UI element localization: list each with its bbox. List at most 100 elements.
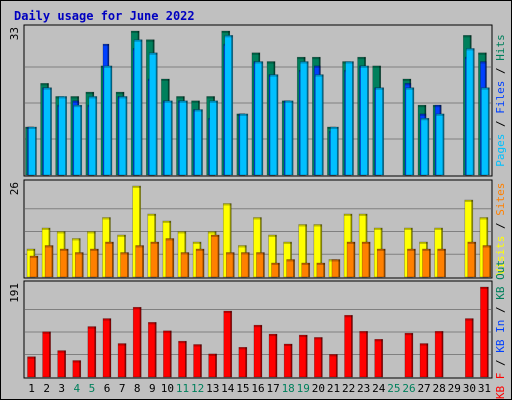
bar-sites-day-26 <box>407 248 416 278</box>
bar-sites-day-18 <box>286 259 295 278</box>
bar-sites-day-16 <box>256 252 265 278</box>
x-tick-label-day-18: 18 <box>282 382 295 395</box>
bar-kb-f-day-21 <box>329 354 338 378</box>
bar-kb-f-day-9 <box>147 322 157 378</box>
bar-pages-day-2 <box>43 87 52 176</box>
bar-sites-day-17 <box>271 262 280 278</box>
bar-pages-day-5 <box>88 96 98 176</box>
bar-sites-day-22 <box>346 241 356 278</box>
bar-pages-day-3 <box>58 96 67 176</box>
panel-middle: 26 Visits / Sites <box>8 179 507 279</box>
bar-pages-day-10 <box>164 100 173 176</box>
side-label-part: / <box>494 353 507 373</box>
bar-kb-f-day-15 <box>238 347 248 378</box>
x-tick-label-day-10: 10 <box>161 382 174 395</box>
side-label-part: Files <box>494 81 507 114</box>
bar-sites-day-21 <box>331 259 341 278</box>
x-tick-label-day-6: 6 <box>104 382 111 395</box>
side-label-part: KB In <box>494 320 507 353</box>
panel-middle-bars <box>26 185 492 278</box>
panel-top-bars <box>25 30 490 176</box>
x-tick-label-day-28: 28 <box>433 382 446 395</box>
bar-kb-f-day-5 <box>87 326 97 378</box>
bar-sites-day-3 <box>59 248 69 278</box>
bar-pages-day-30 <box>466 48 475 176</box>
x-tick-label-day-21: 21 <box>327 382 340 395</box>
bar-kb-f-day-8 <box>132 306 142 378</box>
panel-top-ymax-label: 33 <box>8 27 21 40</box>
side-label-part: Sites <box>494 183 507 216</box>
x-tick-label-day-24: 24 <box>372 382 386 395</box>
bar-kb-f-day-19 <box>298 334 308 378</box>
bar-sites-day-15 <box>241 252 250 278</box>
bar-kb-f-day-20 <box>314 337 323 378</box>
bar-sites-day-13 <box>210 234 220 278</box>
bar-pages-day-11 <box>179 100 188 176</box>
side-label-part: Pages <box>494 134 507 167</box>
x-tick-label-day-3: 3 <box>58 382 65 395</box>
x-tick-label-day-13: 13 <box>206 382 219 395</box>
bar-kb-f-day-11 <box>178 340 187 378</box>
x-tick-label-day-8: 8 <box>134 382 141 395</box>
bar-pages-day-4 <box>73 104 83 176</box>
bar-sites-day-8 <box>135 245 144 278</box>
side-label-part: / <box>494 216 507 236</box>
bar-kb-f-day-27 <box>419 343 429 378</box>
bar-pages-day-27 <box>420 117 430 176</box>
x-tick-label-day-9: 9 <box>149 382 156 395</box>
bar-pages-day-15 <box>239 113 249 176</box>
bar-sites-day-20 <box>316 262 326 278</box>
side-label-part: / <box>494 114 507 134</box>
panel-middle-side-label: Visits / Sites <box>494 183 507 276</box>
bar-pages-day-26 <box>405 87 415 176</box>
x-tick-label-day-5: 5 <box>89 382 96 395</box>
side-label-part: Visits <box>494 236 507 276</box>
bar-sites-day-23 <box>361 241 371 278</box>
bar-kb-f-day-1 <box>27 356 36 378</box>
bar-sites-day-11 <box>180 252 190 278</box>
panel-bottom-ymax-label: 191 <box>8 283 21 303</box>
bar-pages-day-22 <box>345 61 354 176</box>
bar-pages-day-12 <box>194 109 203 176</box>
x-tick-label-day-16: 16 <box>251 382 264 395</box>
side-label-part: Hits <box>494 34 507 61</box>
panel-top-side-label: Pages / Files / Hits <box>494 34 507 167</box>
x-tick-label-day-30: 30 <box>463 382 476 395</box>
bar-pages-day-14 <box>224 35 234 176</box>
x-axis-day-labels: 1 2 3 4 5 6 7 8 9 10 11 12 13 14 15 16 17 18 19 20 21 22 23 24 2… <box>28 382 491 395</box>
bar-kb-f-day-2 <box>42 331 51 378</box>
bar-sites-day-2 <box>44 245 54 278</box>
side-label-part: / <box>494 61 507 81</box>
bar-pages-day-23 <box>360 65 369 176</box>
bar-kb-f-day-16 <box>253 324 263 378</box>
bar-sites-day-10 <box>165 238 175 278</box>
side-label-part: KB F <box>494 373 507 400</box>
bar-sites-day-9 <box>150 241 160 278</box>
bar-pages-day-28 <box>435 113 445 176</box>
bar-kb-f-day-4 <box>72 360 82 378</box>
x-tick-label-day-7: 7 <box>119 382 126 395</box>
panel-bottom-bars <box>27 286 489 378</box>
bar-pages-day-18 <box>284 100 294 176</box>
bar-pages-day-20 <box>315 74 324 176</box>
x-tick-label-day-31: 31 <box>478 382 491 395</box>
bar-kb-f-day-31 <box>480 286 489 378</box>
bar-kb-f-day-24 <box>374 339 384 378</box>
x-tick-label-day-1: 1 <box>28 382 35 395</box>
bar-pages-day-7 <box>118 96 128 176</box>
bar-sites-day-28 <box>437 248 446 278</box>
bar-sites-day-1 <box>29 255 39 278</box>
bar-pages-day-13 <box>209 100 218 176</box>
x-tick-label-day-23: 23 <box>357 382 370 395</box>
bar-pages-day-9 <box>148 52 158 176</box>
bar-pages-day-6 <box>103 65 113 176</box>
bar-kb-f-day-23 <box>359 330 368 378</box>
bar-pages-day-31 <box>481 87 490 176</box>
panel-middle-ymax-label: 26 <box>8 182 21 195</box>
bar-sites-day-31 <box>482 245 492 278</box>
x-tick-label-day-4: 4 <box>74 382 81 395</box>
bar-sites-day-4 <box>74 252 84 278</box>
bar-pages-day-17 <box>269 74 279 176</box>
bar-kb-f-day-6 <box>102 318 112 378</box>
